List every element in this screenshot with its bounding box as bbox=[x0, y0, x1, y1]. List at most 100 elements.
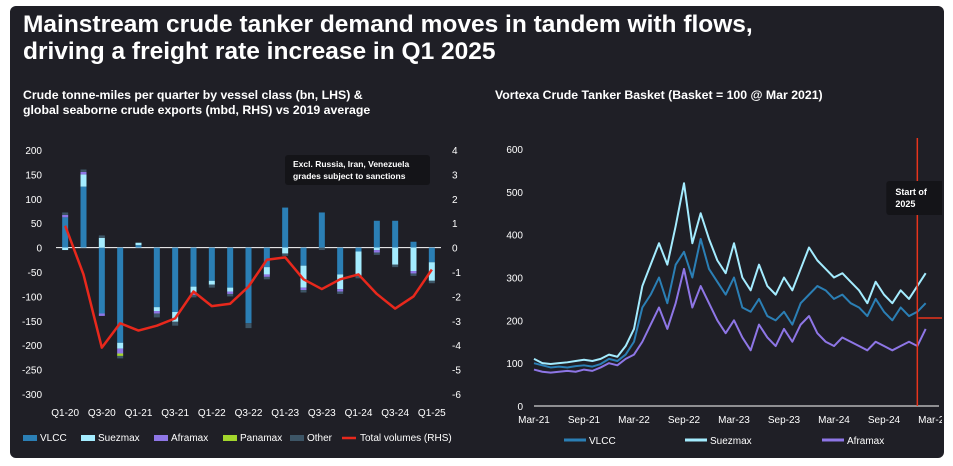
x-tick-label: Mar-23 bbox=[718, 415, 750, 426]
bar-suezmax bbox=[62, 247, 69, 251]
bar-suezmax bbox=[263, 267, 270, 275]
bar-vlcc bbox=[410, 241, 417, 248]
x-tick-label: Q1-24 bbox=[345, 408, 373, 419]
bar-suezmax bbox=[300, 265, 307, 288]
series-line-vlcc bbox=[533, 237, 927, 369]
bar-aframax bbox=[337, 289, 344, 292]
bar-vlcc bbox=[300, 247, 307, 266]
x-tick-label: Q3-22 bbox=[235, 408, 263, 419]
y2-tick-label: 3 bbox=[452, 170, 458, 181]
slide: Mainstream crude tanker demand moves in … bbox=[10, 6, 944, 458]
y2-tick-label: 2 bbox=[452, 195, 458, 206]
x-tick-label: Q1-20 bbox=[51, 408, 79, 419]
bar-other bbox=[153, 313, 160, 318]
right-chart-title: Vortexa Crude Tanker Basket (Basket = 10… bbox=[495, 88, 823, 102]
legend-swatch-vlcc bbox=[23, 435, 37, 441]
marker-label-line1: Start of bbox=[895, 187, 928, 197]
bar-suezmax bbox=[392, 247, 399, 265]
y-tick-label: -200 bbox=[22, 341, 42, 352]
marker-label-line2: 2025 bbox=[895, 199, 915, 209]
bar-vlcc bbox=[337, 247, 344, 275]
bar-vlcc bbox=[117, 247, 124, 343]
y2-tick-label: -4 bbox=[452, 341, 461, 352]
bar-vlcc bbox=[428, 247, 435, 263]
bar-other bbox=[318, 247, 325, 251]
bar-other bbox=[410, 273, 417, 276]
annotation-line1: Excl. Russia, Iran, Venezuela bbox=[293, 159, 409, 169]
bar-other bbox=[80, 169, 87, 172]
bar-other bbox=[355, 275, 362, 279]
bar-vlcc bbox=[318, 212, 325, 248]
y-tick-label: 200 bbox=[506, 316, 523, 327]
bar-suezmax bbox=[282, 247, 289, 254]
y-tick-label: -300 bbox=[22, 390, 42, 401]
bar-vlcc bbox=[172, 247, 179, 313]
y2-tick-label: 1 bbox=[452, 219, 458, 230]
x-tick-label: Sep-22 bbox=[668, 415, 701, 426]
x-tick-label: Q3-20 bbox=[88, 408, 116, 419]
slide-title-line1: Mainstream crude tanker demand moves in … bbox=[23, 11, 753, 38]
bar-suezmax bbox=[135, 242, 142, 246]
bar-vlcc bbox=[62, 217, 69, 248]
legend-label-total: Total volumes (RHS) bbox=[360, 433, 452, 444]
y-tick-label: 0 bbox=[517, 402, 523, 413]
bar-vlcc bbox=[135, 245, 142, 248]
bar-other bbox=[190, 294, 197, 298]
legend-label-suezmax: Suezmax bbox=[710, 436, 752, 447]
left-chart-title-line1: Crude tonne-miles per quarter by vessel … bbox=[23, 88, 363, 102]
legend-label-vlcc: VLCC bbox=[40, 433, 67, 444]
bar-suezmax bbox=[373, 247, 380, 251]
y-tick-label: 200 bbox=[25, 146, 42, 157]
legend-label-panamax: Panamax bbox=[240, 433, 282, 444]
bar-vlcc bbox=[190, 247, 197, 287]
left-chart: 200 150 100 50 0 -50 -100 -150 -200 -250 -300 4 3 2 1 0… bbox=[22, 146, 461, 444]
bar-vlcc bbox=[282, 207, 289, 248]
bar-vlcc bbox=[355, 247, 362, 252]
legend-swatch-suezmax bbox=[81, 435, 95, 441]
bar-other bbox=[337, 291, 344, 294]
y-tick-label: 100 bbox=[25, 195, 42, 206]
y-tick-label: -100 bbox=[22, 292, 42, 303]
bar-suezmax bbox=[80, 174, 87, 187]
bar-vlcc bbox=[263, 247, 270, 268]
bar-other bbox=[62, 212, 69, 215]
x-tick-label: Sep-24 bbox=[868, 415, 901, 426]
bar-aframax bbox=[227, 291, 234, 294]
x-tick-label: Q1-25 bbox=[418, 408, 446, 419]
legend-swatch-other bbox=[290, 435, 304, 441]
y-tick-label: 400 bbox=[506, 231, 523, 242]
bar-other bbox=[117, 355, 124, 359]
bar-other bbox=[227, 293, 234, 297]
legend-label-aframax: Aframax bbox=[847, 436, 884, 447]
bar-vlcc bbox=[153, 247, 160, 308]
annotation-line2: grades subject to sanctions bbox=[293, 171, 406, 181]
bar-vlcc bbox=[208, 247, 215, 281]
bar-other bbox=[98, 235, 105, 238]
left-chart-title-line2: global seaborne crude exports (mbd, RHS)… bbox=[23, 103, 371, 117]
bar-vlcc bbox=[98, 247, 105, 314]
x-tick-label: Q3-23 bbox=[308, 408, 336, 419]
y-tick-label: 600 bbox=[506, 145, 523, 156]
y2-tick-label: -1 bbox=[452, 268, 461, 279]
y-tick-label: -150 bbox=[22, 317, 42, 328]
bar-suezmax bbox=[227, 287, 234, 292]
bar-other bbox=[300, 290, 307, 293]
x-tick-label: Mar-25 bbox=[918, 415, 942, 426]
slide-title-line2: driving a freight rate increase in Q1 20… bbox=[23, 38, 496, 65]
bar-other bbox=[392, 264, 399, 268]
x-tick-label: Q1-21 bbox=[125, 408, 153, 419]
y-tick-label: 150 bbox=[25, 170, 42, 181]
x-tick-label: Q3-24 bbox=[381, 408, 409, 419]
bar-other bbox=[282, 253, 289, 256]
bar-aframax bbox=[153, 311, 160, 314]
y-tick-label: 300 bbox=[506, 274, 523, 285]
y-tick-label: 50 bbox=[31, 219, 43, 230]
x-tick-label: Sep-21 bbox=[568, 415, 601, 426]
bar-aframax bbox=[373, 250, 380, 253]
y-tick-label: -50 bbox=[28, 268, 43, 279]
right-chart: 600 500 400 300 200 100 0 Mar-21 Sep-21 Mar-22 Sep… bbox=[506, 138, 942, 447]
x-tick-label: Q3-21 bbox=[161, 408, 189, 419]
bar-suezmax bbox=[153, 307, 160, 312]
bar-aframax bbox=[263, 274, 270, 277]
series-line-suezmax bbox=[533, 182, 927, 366]
